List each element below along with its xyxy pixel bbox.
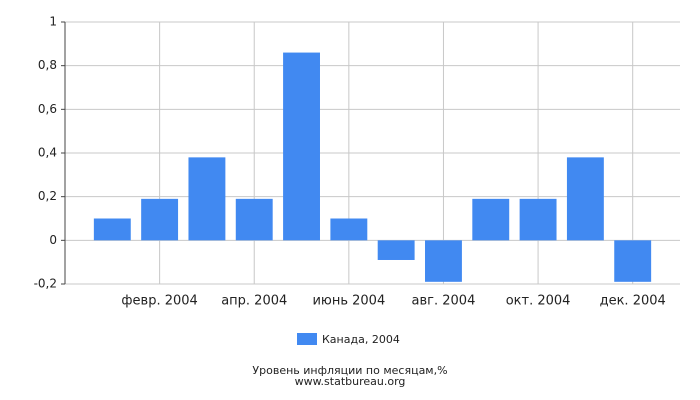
- y-tick-label: -0,2: [34, 277, 57, 291]
- source: www.statbureau.org: [295, 375, 406, 388]
- bar: [377, 240, 415, 260]
- legend-swatch: [297, 333, 317, 345]
- bar: [283, 52, 320, 241]
- x-tick-label: авг. 2004: [412, 294, 476, 309]
- bar: [141, 198, 179, 241]
- y-tick-label: 0,2: [38, 189, 57, 203]
- bar: [235, 198, 273, 241]
- x-tick-label: февр. 2004: [121, 294, 197, 309]
- y-tick-label: 0,8: [38, 58, 57, 72]
- legend-label: Канада, 2004: [322, 333, 400, 346]
- x-tick-label: июнь 2004: [312, 294, 385, 309]
- bar: [472, 198, 510, 241]
- bar: [614, 240, 652, 282]
- y-tick-label: 0: [49, 233, 57, 247]
- x-tick-label: апр. 2004: [221, 294, 287, 309]
- y-tick-label: 0,6: [38, 102, 57, 116]
- bar: [93, 218, 131, 241]
- y-tick-label: 0,4: [38, 146, 57, 160]
- bar: [566, 157, 604, 241]
- y-tick-label: 1: [49, 15, 57, 29]
- chart-title: Уровень инфляции по месяцам,%: [252, 364, 447, 377]
- x-tick-label: дек. 2004: [600, 294, 666, 309]
- x-tick-label: окт. 2004: [506, 294, 571, 309]
- bar: [425, 240, 462, 282]
- bar: [330, 218, 368, 241]
- bar: [519, 198, 557, 241]
- bar: [188, 157, 226, 241]
